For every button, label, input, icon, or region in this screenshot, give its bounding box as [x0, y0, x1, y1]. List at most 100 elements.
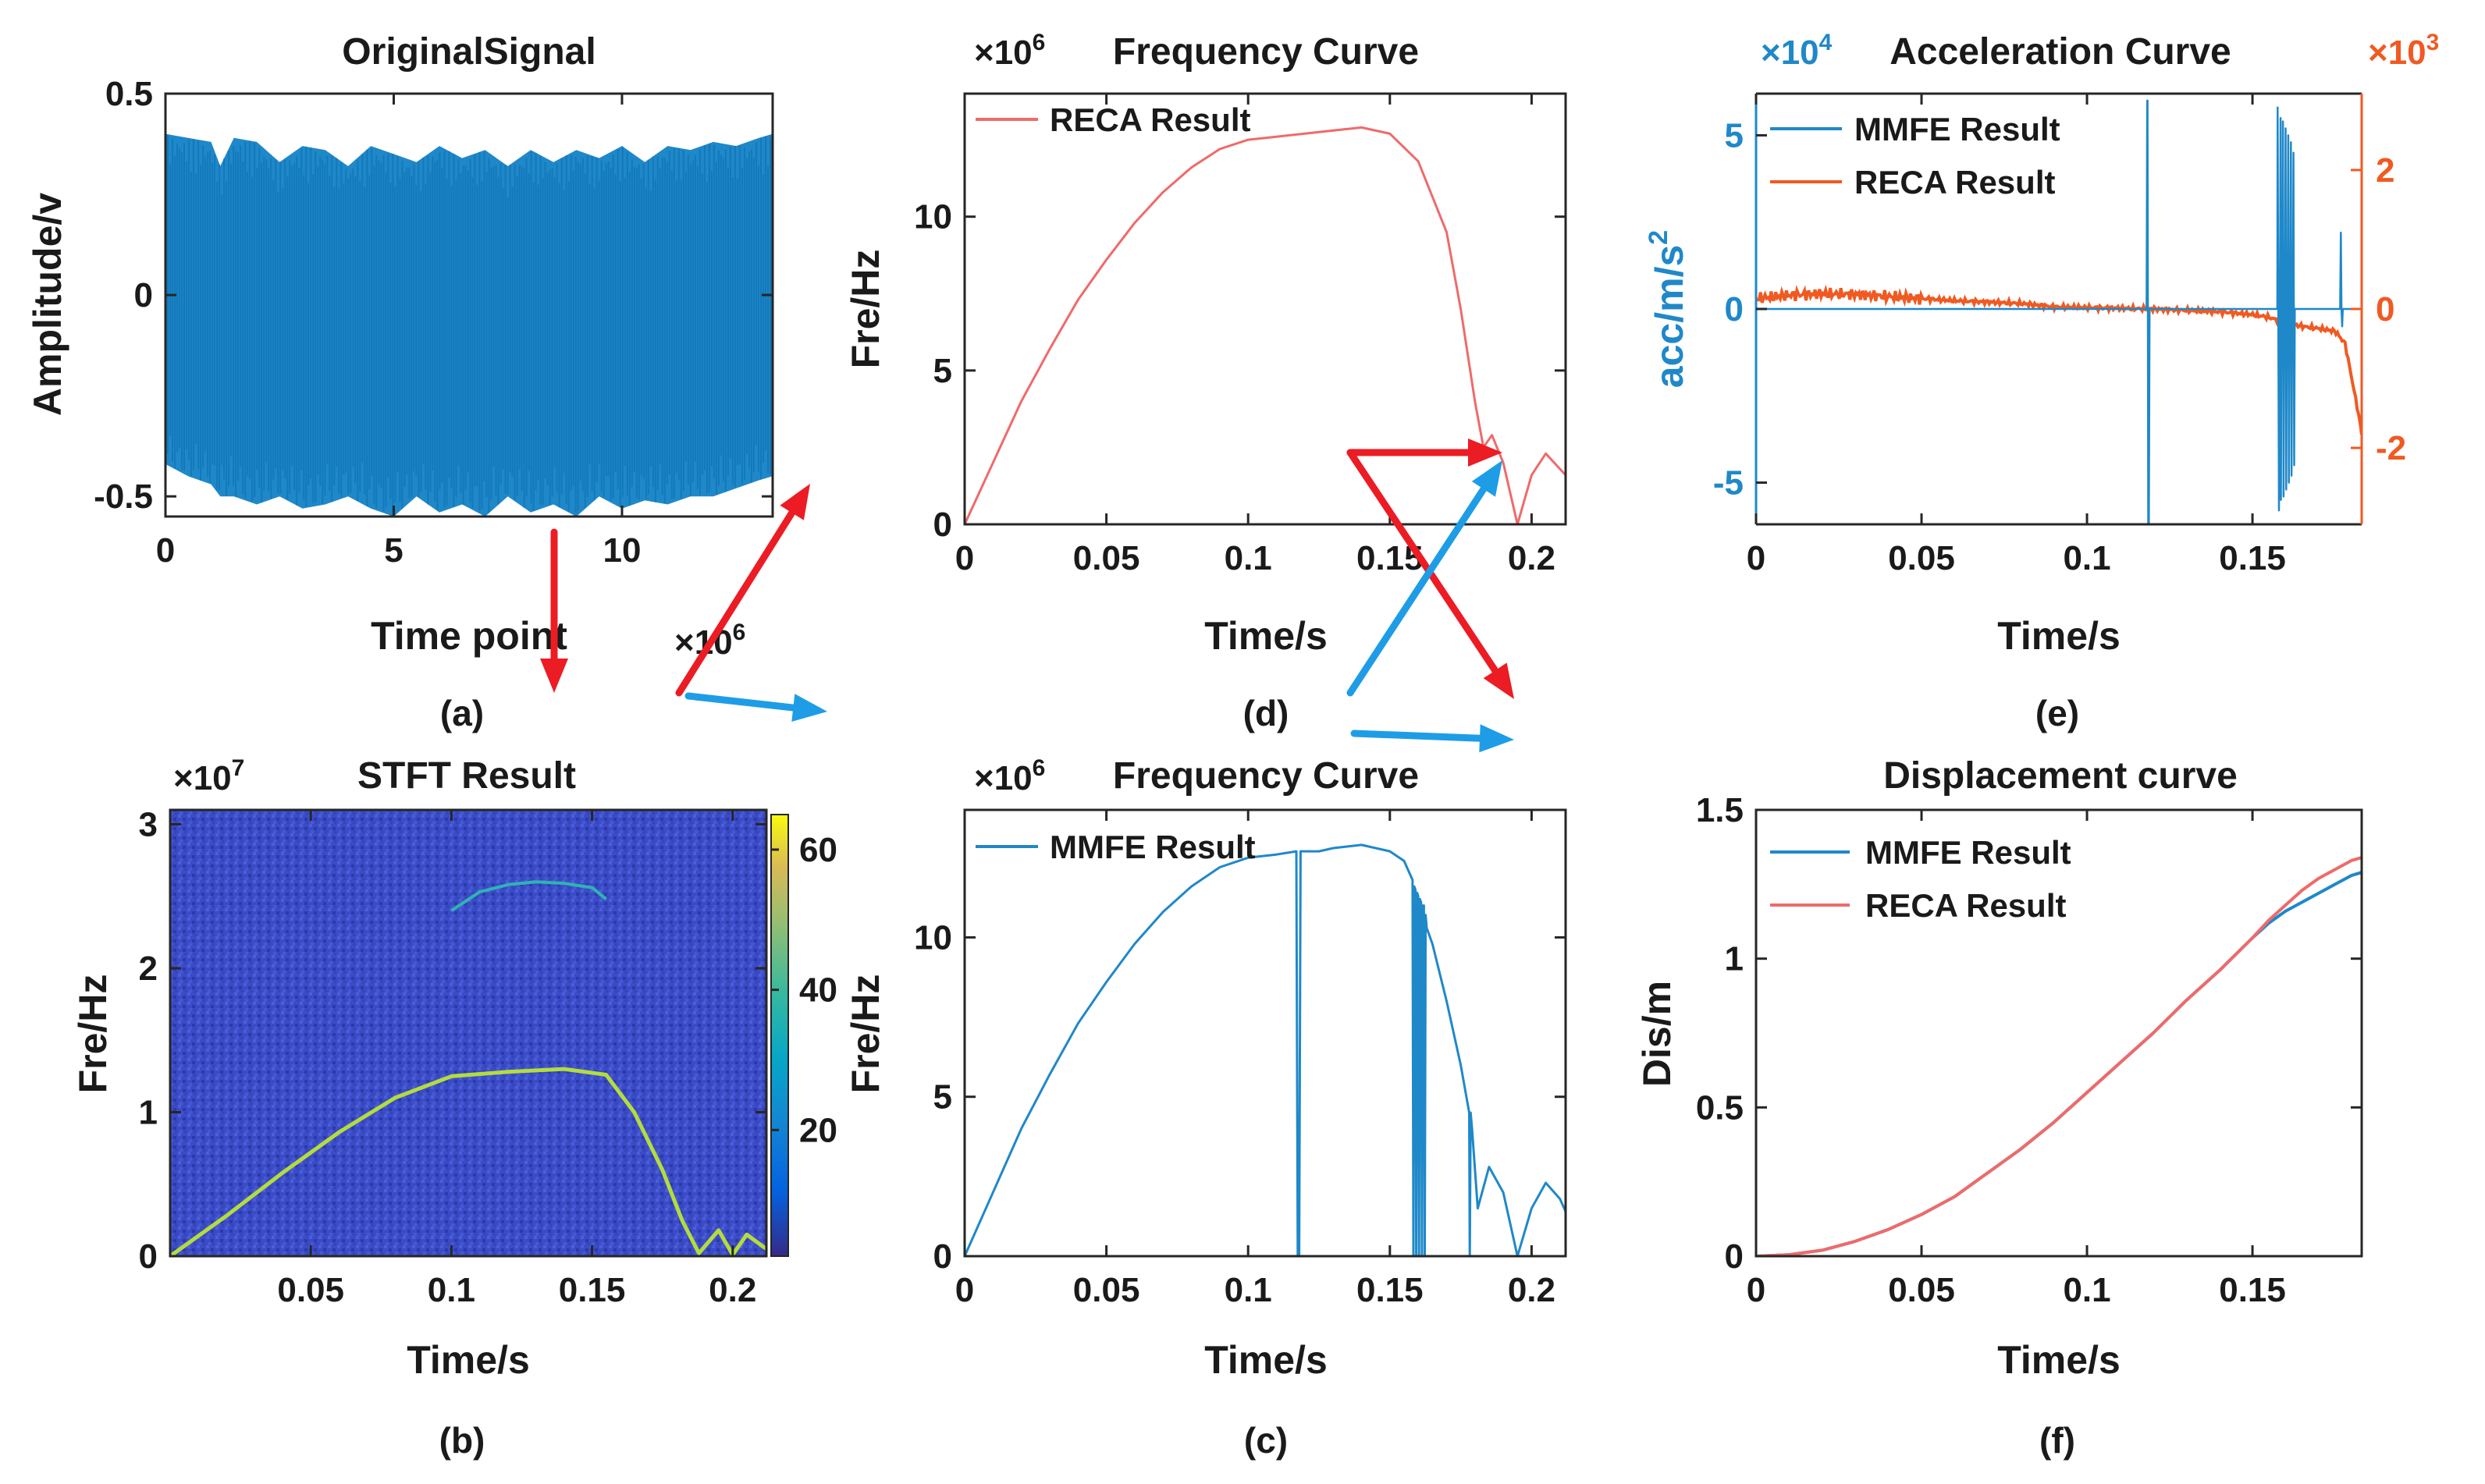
panel-d: ×106 Frequency Curve RECA Result 0 0.05 0.…: [844, 30, 1567, 733]
x-tick-label: 0: [1747, 539, 1765, 577]
xlabel-f: Time/s: [1997, 1338, 2121, 1382]
exp-base-c: ×10: [974, 759, 1033, 797]
colorbar-tick-label: 20: [799, 1111, 837, 1149]
y-tick-label: 0: [1725, 290, 1744, 328]
y-tick-label: 10: [914, 198, 952, 236]
ylabel-f: Dis/m: [1635, 981, 1679, 1087]
exp-power-b: 7: [232, 755, 245, 781]
y-tick-label: 5: [933, 352, 952, 390]
plot-lines-f: [1756, 856, 2362, 1256]
y-tick-label: 5: [1725, 116, 1744, 154]
axes-frame-b: [169, 808, 768, 1258]
arrow-d-to-peak-head: [1468, 438, 1502, 467]
y-tick-label: 0: [933, 506, 952, 544]
series-line-reca: [1756, 284, 2362, 435]
x-tick-label: 0.05: [1888, 1271, 1955, 1309]
axes-frame-f: [1754, 808, 2363, 1258]
y2-tick-label: -2: [2376, 429, 2406, 467]
y-tick-label: 0.5: [1696, 1088, 1744, 1127]
series-line-mmfe: [1756, 99, 2362, 524]
y-tick-label: 3: [139, 805, 158, 843]
title-a: OriginalSignal: [342, 31, 595, 73]
panel-label-f: (f): [2039, 1420, 2075, 1461]
x-tick-label: 0.2: [1508, 539, 1555, 577]
x-ticks-a: 0 5 10: [156, 94, 641, 570]
exp-power-c: 6: [1033, 755, 1046, 781]
signal-oscillation: [165, 134, 773, 517]
signal-bursts: [165, 134, 773, 517]
exp-base-d: ×10: [974, 34, 1033, 72]
plot-lines-c: [965, 843, 1566, 1256]
exp2-power-e: 3: [2426, 30, 2440, 55]
x-ticks-b: 0.05 0.1 0.15 0.2: [277, 810, 756, 1309]
title-b: STFT Result: [357, 755, 576, 797]
x-tick-label: 0.05: [1073, 1271, 1140, 1309]
x-tick-label: 0.1: [2063, 539, 2110, 577]
exp-base-b: ×10: [173, 759, 232, 797]
x-ticks-f: 0 0.05 0.1 0.15: [1747, 810, 2286, 1309]
title-d: Frequency Curve: [1113, 31, 1419, 73]
panel-label-a: (a): [440, 693, 484, 733]
x-tick-label: 0.1: [428, 1271, 475, 1309]
y-tick-label: 10: [914, 918, 952, 957]
y-ticks-b: 0 1 2 3: [139, 805, 766, 1276]
y-tick-label: 0: [139, 1237, 158, 1276]
x-tick-label: 5: [384, 531, 403, 570]
legend-d: RECA Result: [976, 101, 1250, 138]
floating-exp-power: 6: [733, 620, 746, 645]
y-tick-label: 0: [933, 1237, 952, 1276]
x-tick-label: 0.1: [2063, 1271, 2110, 1309]
y-tick-label: 0.5: [105, 75, 153, 113]
colorbar-ticks: 20 40 60: [771, 831, 837, 1149]
y-tick-label: -0.5: [94, 478, 153, 516]
y-exponent-e: ×104: [1761, 30, 1833, 72]
panel-f: Displacement curve MMFE Result RECA Resu…: [1635, 755, 2363, 1461]
exp-base-e: ×10: [1761, 34, 1819, 72]
y-ticks-e: -5 0 5: [1713, 116, 1767, 502]
arrow-c-to-d-head: [1471, 460, 1502, 497]
arrow-to-d-head: [780, 484, 810, 520]
x-tick-label: 0: [156, 531, 175, 570]
x-tick-label: 0.2: [1508, 1271, 1555, 1309]
panel-c: ×106 Frequency Curve MMFE Result 0 0.05 0.…: [844, 755, 1567, 1461]
x-ticks-c: 0 0.05 0.1 0.15 0.2: [955, 810, 1555, 1309]
axes-frame-d: [963, 92, 1567, 526]
arrow-a-to-b-head: [540, 659, 568, 693]
legend-label-reca-e: RECA Result: [1854, 164, 2055, 201]
series-line-mmfe: [965, 843, 1566, 1256]
arrow-to-c-shaft: [684, 692, 797, 712]
y-tick-label: 1: [1725, 940, 1744, 978]
y2-tick-label: 2: [2376, 151, 2394, 190]
x-tick-label: 0: [955, 1271, 974, 1309]
exp-power-e: 4: [1819, 30, 1833, 55]
y2-tick-label: 0: [2376, 290, 2394, 328]
y-ticks-a: -0.5 0 0.5: [94, 75, 773, 516]
x-tick-label: 0.05: [277, 1271, 344, 1309]
exp2-base-e: ×10: [2368, 34, 2426, 72]
y-tick-label: 5: [933, 1078, 952, 1117]
xlabel-a: Time point: [371, 614, 567, 658]
y-tick-label: 1: [139, 1093, 158, 1131]
arrow-to-d-shaft: [675, 509, 796, 697]
y-exponent-c: ×106: [974, 755, 1045, 797]
x-tick-label: 0.1: [1225, 1271, 1272, 1309]
panel-label-b: (b): [439, 1420, 485, 1461]
panel-label-c: (c): [1244, 1420, 1288, 1461]
ylabel-d: Fre/Hz: [844, 250, 887, 369]
spectrogram-ridges: [170, 880, 766, 1256]
ylabel-b: Fre/Hz: [71, 975, 115, 1094]
arrow-d-to-e-head: [1483, 662, 1514, 699]
x-ticks-e: 0 0.05 0.1 0.15: [1747, 94, 2286, 577]
x-tick-label: 0.2: [709, 1271, 756, 1309]
arrow-c-to-f-shaft: [1350, 730, 1484, 742]
series-line-reca: [1756, 856, 2362, 1256]
ylabel-a: Amplitude/v: [26, 193, 69, 416]
arrow-to-c-head: [791, 694, 827, 722]
flow-arrows: ×106: [540, 438, 1514, 753]
y-exponent-d: ×106: [974, 30, 1045, 72]
y-ticks-f: 0 0.5 1 1.5: [1696, 791, 2362, 1276]
axes-frame-a: [164, 92, 774, 518]
panel-e: ×104 Acceleration Curve ×103 MMFE Result…: [1644, 30, 2439, 733]
y-exponent-b: ×107: [173, 755, 244, 797]
ylabel-e-base: acc/m/s: [1648, 245, 1691, 388]
